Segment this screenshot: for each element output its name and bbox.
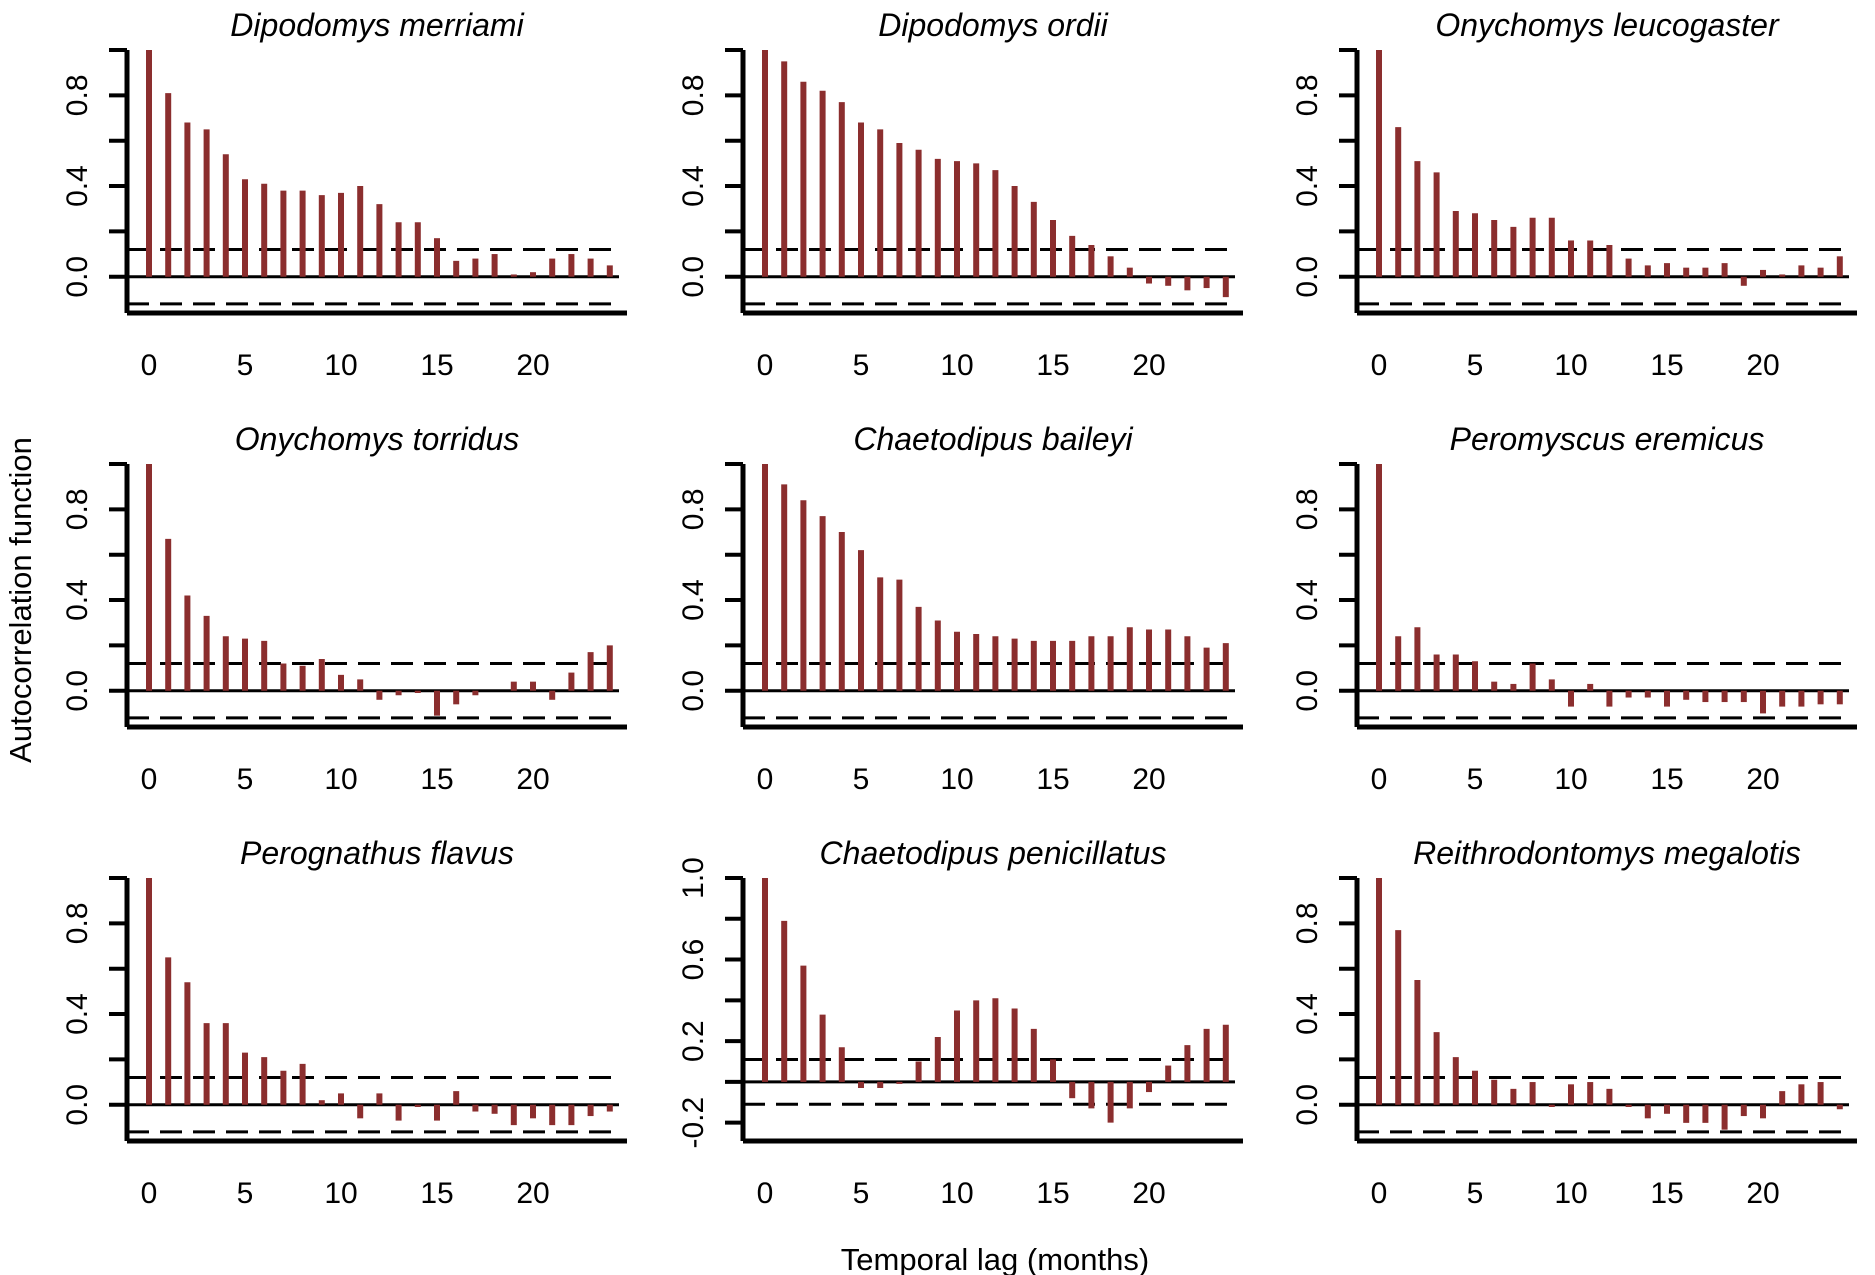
y-axis-label: Autocorrelation function bbox=[3, 437, 38, 763]
x-tick-label: 15 bbox=[1036, 1177, 1069, 1210]
y-tick-label: 0.0 bbox=[677, 256, 710, 298]
x-tick-label: 0 bbox=[757, 1177, 774, 1210]
x-tick-label: 20 bbox=[1746, 349, 1779, 382]
panel-title: Onychomys leucogaster bbox=[1435, 7, 1780, 43]
x-tick-label: 20 bbox=[1746, 1177, 1779, 1210]
x-tick-label: 10 bbox=[324, 763, 357, 796]
x-tick-label: 20 bbox=[1132, 349, 1165, 382]
x-tick-label: 0 bbox=[1371, 349, 1388, 382]
y-tick-label: 0.4 bbox=[61, 579, 94, 621]
x-tick-label: 15 bbox=[1650, 1177, 1683, 1210]
acf-panel: Onychomys leucogaster 0.0 0.4 0.8 0 5 10 15 20 bbox=[1291, 7, 1857, 382]
acf-panel: Perognathus flavus 0.0 0.4 0.8 0 5 10 15 20 bbox=[61, 835, 627, 1210]
x-tick-label: 10 bbox=[1554, 763, 1587, 796]
x-axis-label: Temporal lag (months) bbox=[841, 1242, 1149, 1275]
x-tick-label: 10 bbox=[1554, 1177, 1587, 1210]
x-tick-label: 20 bbox=[516, 349, 549, 382]
y-tick-label: 1.0 bbox=[677, 857, 710, 899]
x-tick-label: 15 bbox=[420, 763, 453, 796]
x-tick-label: 0 bbox=[141, 763, 158, 796]
y-tick-label: -0.2 bbox=[677, 1097, 710, 1149]
y-tick-label: 0.0 bbox=[61, 1084, 94, 1126]
x-tick-label: 5 bbox=[1467, 763, 1484, 796]
x-tick-label: 20 bbox=[1132, 763, 1165, 796]
x-tick-label: 10 bbox=[1554, 349, 1587, 382]
panel-title: Reithrodontomys megalotis bbox=[1413, 835, 1801, 871]
x-tick-label: 0 bbox=[141, 349, 158, 382]
y-tick-label: 0.8 bbox=[677, 488, 710, 530]
y-tick-label: 0.8 bbox=[61, 902, 94, 944]
y-tick-label: 0.6 bbox=[677, 939, 710, 981]
y-tick-label: 0.0 bbox=[677, 670, 710, 712]
x-tick-label: 5 bbox=[237, 763, 254, 796]
y-tick-label: 0.8 bbox=[1291, 74, 1324, 116]
y-tick-label: 0.8 bbox=[1291, 902, 1324, 944]
panel-title: Chaetodipus baileyi bbox=[853, 421, 1133, 457]
x-tick-label: 20 bbox=[1746, 763, 1779, 796]
x-tick-label: 10 bbox=[940, 349, 973, 382]
acf-panel: Reithrodontomys megalotis 0.0 0.4 0.8 0 5 10 15… bbox=[1291, 835, 1857, 1210]
x-tick-label: 15 bbox=[1036, 349, 1069, 382]
panel-title: Peromyscus eremicus bbox=[1450, 421, 1765, 457]
panel-title: Dipodomys ordii bbox=[878, 7, 1108, 43]
panel-title: Onychomys torridus bbox=[235, 421, 520, 457]
x-tick-label: 10 bbox=[324, 349, 357, 382]
x-tick-label: 10 bbox=[940, 763, 973, 796]
y-tick-label: 0.0 bbox=[61, 670, 94, 712]
y-tick-label: 0.8 bbox=[1291, 488, 1324, 530]
y-tick-label: 0.0 bbox=[61, 256, 94, 298]
x-tick-label: 5 bbox=[853, 763, 870, 796]
x-tick-label: 20 bbox=[516, 763, 549, 796]
x-tick-label: 0 bbox=[141, 1177, 158, 1210]
x-tick-label: 5 bbox=[853, 1177, 870, 1210]
y-tick-label: 0.4 bbox=[61, 165, 94, 207]
x-tick-label: 0 bbox=[757, 349, 774, 382]
y-tick-label: 0.4 bbox=[1291, 993, 1324, 1035]
x-tick-label: 0 bbox=[1371, 1177, 1388, 1210]
y-tick-label: 0.4 bbox=[1291, 165, 1324, 207]
acf-panel: Onychomys torridus 0.0 0.4 0.8 0 5 10 15 20 bbox=[61, 421, 627, 796]
y-tick-label: 0.4 bbox=[677, 579, 710, 621]
x-tick-label: 20 bbox=[1132, 1177, 1165, 1210]
y-tick-label: 0.0 bbox=[1291, 256, 1324, 298]
y-tick-label: 0.8 bbox=[677, 74, 710, 116]
x-tick-label: 0 bbox=[1371, 763, 1388, 796]
y-tick-label: 0.2 bbox=[677, 1020, 710, 1062]
panel-title: Perognathus flavus bbox=[240, 835, 514, 871]
x-tick-label: 0 bbox=[757, 763, 774, 796]
x-tick-label: 5 bbox=[237, 349, 254, 382]
y-tick-label: 0.0 bbox=[1291, 1084, 1324, 1126]
y-tick-label: 0.0 bbox=[1291, 670, 1324, 712]
panel-title: Dipodomys merriami bbox=[230, 7, 524, 43]
x-tick-label: 15 bbox=[420, 1177, 453, 1210]
x-tick-label: 5 bbox=[1467, 349, 1484, 382]
x-tick-label: 10 bbox=[940, 1177, 973, 1210]
x-tick-label: 5 bbox=[237, 1177, 254, 1210]
acf-panel: Dipodomys merriami 0.0 0.4 0.8 0 5 10 15 20 bbox=[61, 7, 627, 382]
y-tick-label: 0.8 bbox=[61, 74, 94, 116]
acf-panel: Peromyscus eremicus 0.0 0.4 0.8 0 5 10 15 20 bbox=[1291, 421, 1857, 796]
y-tick-label: 0.4 bbox=[61, 993, 94, 1035]
y-tick-label: 0.4 bbox=[1291, 579, 1324, 621]
x-tick-label: 5 bbox=[1467, 1177, 1484, 1210]
y-tick-label: 0.4 bbox=[677, 165, 710, 207]
x-tick-label: 20 bbox=[516, 1177, 549, 1210]
acf-panel: Chaetodipus baileyi 0.0 0.4 0.8 0 5 10 15 20 bbox=[677, 421, 1243, 796]
panel-title: Chaetodipus penicillatus bbox=[820, 835, 1167, 871]
x-tick-label: 10 bbox=[324, 1177, 357, 1210]
x-tick-label: 15 bbox=[1650, 349, 1683, 382]
x-tick-label: 15 bbox=[420, 349, 453, 382]
acf-panel: Dipodomys ordii 0.0 0.4 0.8 0 5 10 15 20 bbox=[677, 7, 1243, 382]
acf-panel: Chaetodipus penicillatus -0.2 0.2 0.6 1.0 0 5 1… bbox=[677, 835, 1243, 1210]
x-tick-label: 15 bbox=[1650, 763, 1683, 796]
y-tick-label: 0.8 bbox=[61, 488, 94, 530]
x-tick-label: 15 bbox=[1036, 763, 1069, 796]
x-tick-label: 5 bbox=[853, 349, 870, 382]
